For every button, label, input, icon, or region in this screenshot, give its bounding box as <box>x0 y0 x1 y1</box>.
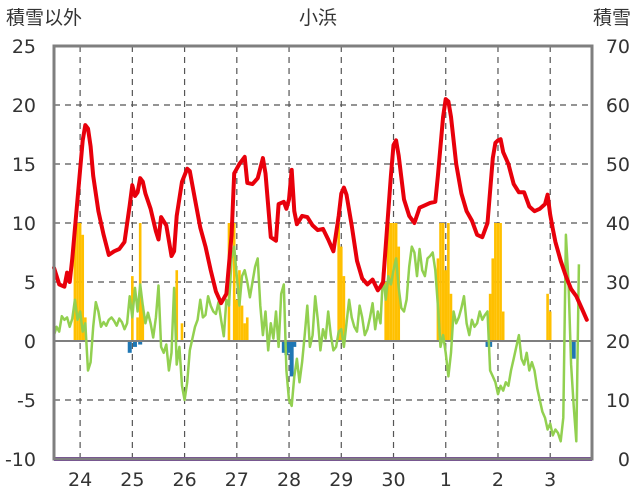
left-tick-label: 5 <box>24 272 36 294</box>
precip-bar <box>81 234 85 341</box>
x-tick-label: 26 <box>172 469 196 491</box>
precip-bar <box>392 223 395 341</box>
left-axis-label: 積雪以外 <box>6 7 82 29</box>
precip-bar <box>342 276 346 341</box>
precip-bar <box>245 317 249 341</box>
x-tick-label: 2 <box>492 469 504 491</box>
precip-bar <box>180 323 184 341</box>
precip-bar <box>441 223 445 341</box>
right-tick-label: 10 <box>606 390 630 412</box>
right-tick-label: 40 <box>606 213 630 235</box>
precip-bar <box>240 305 244 341</box>
x-tick-label: 25 <box>120 469 144 491</box>
negative-bar <box>281 341 286 353</box>
precip-bar <box>78 223 82 341</box>
chart-title: 小浜 <box>299 7 337 29</box>
left-axis-ticks: -10 -5 0 5 10 15 20 25 <box>5 36 36 471</box>
negative-bar <box>289 341 294 377</box>
precip-bar <box>394 223 398 341</box>
x-tick-label: 1 <box>440 469 452 491</box>
precip-bar <box>384 282 387 341</box>
precip-bar <box>136 317 139 341</box>
left-tick-label: 10 <box>12 213 36 235</box>
negative-bar <box>132 341 137 347</box>
right-tick-label: 60 <box>606 95 630 117</box>
x-tick-label: 24 <box>68 469 92 491</box>
temperature-line <box>52 97 589 322</box>
x-axis-ticks: 24 25 26 27 28 29 30 1 2 3 <box>68 469 556 491</box>
negative-bar <box>138 341 143 345</box>
right-tick-label: 0 <box>618 449 630 471</box>
right-axis-ticks: 0 10 20 30 40 50 60 70 <box>606 36 630 471</box>
precip-bar <box>491 258 495 341</box>
precip-bar <box>546 293 549 341</box>
negative-bars <box>127 341 576 377</box>
precip-bar <box>339 246 343 341</box>
humidity-line <box>52 233 581 443</box>
precip-bar <box>73 223 77 341</box>
negative-bar <box>485 341 490 347</box>
x-tick-label: 3 <box>544 469 556 491</box>
right-axis-label: 積雪 <box>593 7 631 29</box>
x-tick-label: 30 <box>381 469 405 491</box>
left-tick-label: 0 <box>24 331 36 353</box>
negative-bar <box>571 341 576 359</box>
x-tick-label: 29 <box>329 469 353 491</box>
precip-bar <box>138 223 142 341</box>
negative-bar <box>287 341 292 353</box>
left-tick-label: 15 <box>12 154 36 176</box>
left-tick-label: 20 <box>12 95 36 117</box>
precip-bar <box>499 223 502 341</box>
precip-bar <box>501 311 505 341</box>
precip-bar <box>496 223 500 341</box>
negative-bar <box>292 341 297 347</box>
precip-bar <box>175 270 179 341</box>
precip-bar <box>494 223 497 341</box>
plot-frame <box>52 44 594 461</box>
precip-bar <box>439 223 442 341</box>
precip-bar <box>76 223 79 341</box>
precip-bar <box>141 305 145 341</box>
precip-bar <box>337 223 340 341</box>
precip-bar <box>232 223 236 341</box>
precip-bar <box>548 311 552 341</box>
precip-bar <box>235 299 239 341</box>
negative-bar <box>127 341 132 353</box>
grid <box>54 46 592 459</box>
precip-bar <box>243 323 246 341</box>
left-tick-label: -10 <box>5 449 36 471</box>
left-tick-label: -5 <box>17 390 36 412</box>
right-tick-label: 30 <box>606 272 630 294</box>
right-tick-label: 20 <box>606 331 630 353</box>
right-tick-label: 70 <box>606 36 630 58</box>
x-tick-label: 27 <box>225 469 249 491</box>
x-tick-label: 28 <box>277 469 301 491</box>
precip-bar <box>444 270 448 341</box>
precip-bar <box>449 293 453 341</box>
precip-bar <box>447 223 450 341</box>
precip-bar <box>488 293 492 341</box>
right-tick-label: 50 <box>606 154 630 176</box>
left-tick-label: 25 <box>12 36 36 58</box>
